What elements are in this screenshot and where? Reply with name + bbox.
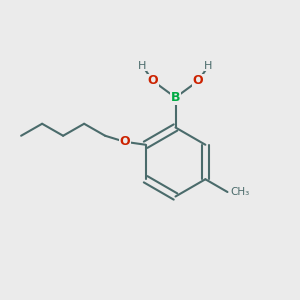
Text: O: O xyxy=(119,135,130,148)
Text: B: B xyxy=(171,91,180,104)
Text: O: O xyxy=(193,74,203,88)
Text: H: H xyxy=(204,61,213,71)
Text: CH₃: CH₃ xyxy=(230,187,250,197)
Text: H: H xyxy=(138,61,147,71)
Text: O: O xyxy=(148,74,158,88)
